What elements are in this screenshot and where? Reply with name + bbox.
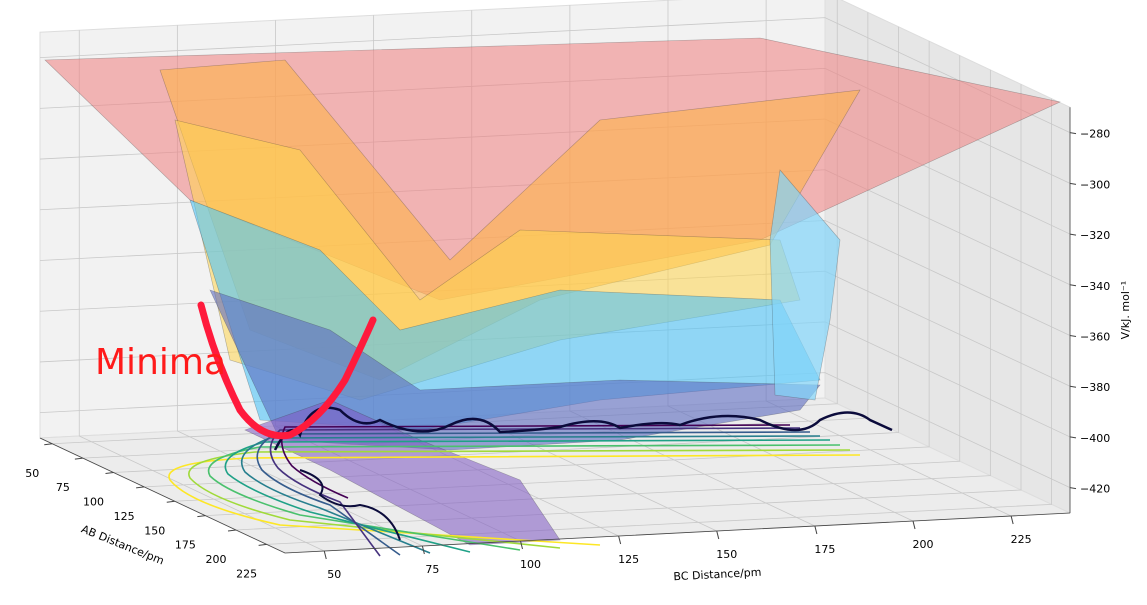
y-tick <box>323 550 327 560</box>
y-tick-label: 125 <box>618 553 639 566</box>
y-tick-label: 175 <box>814 543 835 556</box>
z-tick <box>1069 132 1077 135</box>
y-axis-label: BC Distance/pm <box>673 566 762 584</box>
y-tick <box>716 530 720 540</box>
z-tick <box>1069 284 1077 287</box>
trajectory-projection <box>299 469 401 541</box>
axis-line <box>39 437 1071 554</box>
x-tick-label: 200 <box>206 553 227 566</box>
y-tick <box>814 525 818 535</box>
z-axis-label: V/kJ. mol⁻¹ <box>1119 281 1132 340</box>
x-tick-label: 75 <box>56 481 70 494</box>
contour <box>240 435 821 554</box>
z-tick-label: −340 <box>1080 280 1110 293</box>
x-tick <box>197 515 206 518</box>
z-tick-label: −300 <box>1080 178 1110 191</box>
y-tick-label: 225 <box>1011 533 1032 546</box>
z-tick <box>1069 385 1077 388</box>
contour <box>256 431 811 556</box>
y-tick-label: 200 <box>913 538 934 551</box>
annotation: Minima <box>95 342 226 383</box>
y-tick <box>421 545 425 555</box>
minima-curve <box>197 301 377 440</box>
y-tick <box>1010 515 1014 525</box>
surface-valley <box>244 399 561 546</box>
x-tick <box>44 443 53 446</box>
x-tick <box>227 529 237 532</box>
x-tick-label: 125 <box>114 510 135 523</box>
x-tick-label: 150 <box>144 524 165 537</box>
z-tick-label: −420 <box>1080 483 1110 496</box>
x-tick-label: 50 <box>25 467 39 480</box>
y-tick-label: 150 <box>716 548 737 561</box>
z-tick <box>1069 335 1077 337</box>
contour <box>168 454 861 546</box>
y-tick-label: 100 <box>520 558 541 571</box>
z-tick-label: −360 <box>1080 331 1110 344</box>
surface-wall <box>769 169 841 401</box>
axes: −280 −300 −320 −340 −360 −380 −400 −420 50 75 100 1… <box>25 107 1132 583</box>
x-tick <box>74 457 83 460</box>
x-tick <box>258 543 267 546</box>
z-tick <box>1069 487 1077 490</box>
contour <box>224 439 831 553</box>
z-tick-label: −380 <box>1080 381 1110 394</box>
y-tick <box>618 535 622 545</box>
x-tick-label: 225 <box>236 567 257 580</box>
x-tick-label: 175 <box>175 539 196 552</box>
y-tick <box>520 540 523 550</box>
z-tick <box>1069 233 1077 236</box>
grid-line <box>78 30 325 552</box>
x-tick <box>105 472 114 474</box>
z-tick <box>1069 182 1077 185</box>
trajectory <box>273 406 893 451</box>
y-tick-label: 50 <box>327 568 341 581</box>
z-tick-label: −400 <box>1080 432 1110 445</box>
x-tick-label: 100 <box>83 496 104 509</box>
y-tick-label: 75 <box>425 563 439 576</box>
z-tick <box>1069 436 1077 439</box>
x-tick <box>166 500 175 503</box>
z-tick-label: −320 <box>1080 229 1110 242</box>
z-tick-label: −280 <box>1080 128 1110 141</box>
y-tick <box>912 520 916 530</box>
x-tick <box>136 486 145 489</box>
